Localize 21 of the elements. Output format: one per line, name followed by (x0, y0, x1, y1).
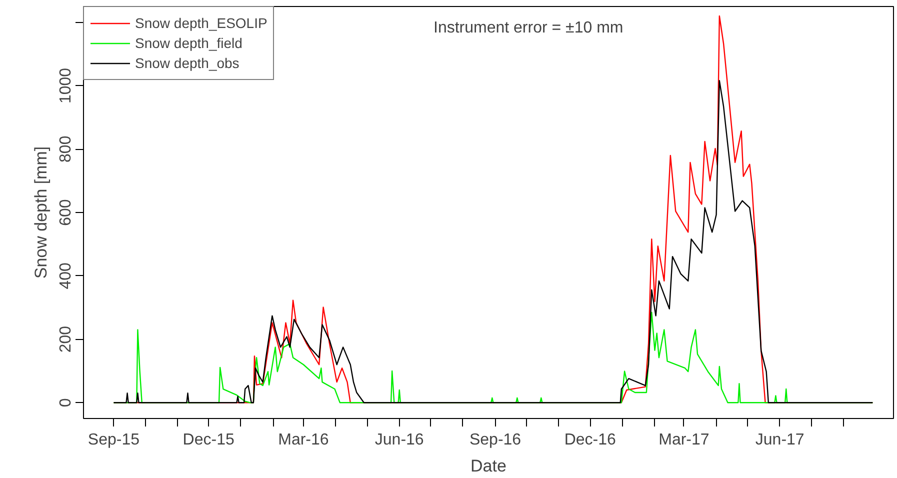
y-tick-label: 400 (58, 262, 74, 290)
x-tick-label: Jun-17 (755, 432, 804, 448)
y-tick-label: 600 (58, 199, 74, 226)
x-tick-label: Dec-16 (564, 432, 616, 448)
x-axis-title: Date (470, 456, 506, 476)
line-series (113, 80, 874, 404)
y-tick-label: 0 (58, 398, 74, 408)
y-tick-label: 800 (58, 136, 74, 162)
y-tick-label: 200 (58, 326, 74, 353)
y-axis-title: Snow depth [mm] (32, 146, 50, 279)
x-tick-label: Sep-15 (88, 432, 140, 448)
legend-label: Snow depth_field (135, 35, 242, 51)
x-tick-label: Mar-17 (658, 432, 710, 448)
legend-label: Snow depth_ESOLIP (135, 15, 268, 31)
x-tick-label: Sep-16 (469, 432, 522, 448)
x-tick-label: Dec-15 (182, 432, 234, 448)
legend-label: Snow depth_obs (135, 55, 240, 71)
x-tick-label: Jun-16 (374, 432, 424, 448)
y-tick-label: 1000 (58, 68, 74, 104)
x-tick-label: Mar-16 (278, 432, 329, 448)
annotation: Instrument error = ±10 mm (434, 20, 624, 36)
